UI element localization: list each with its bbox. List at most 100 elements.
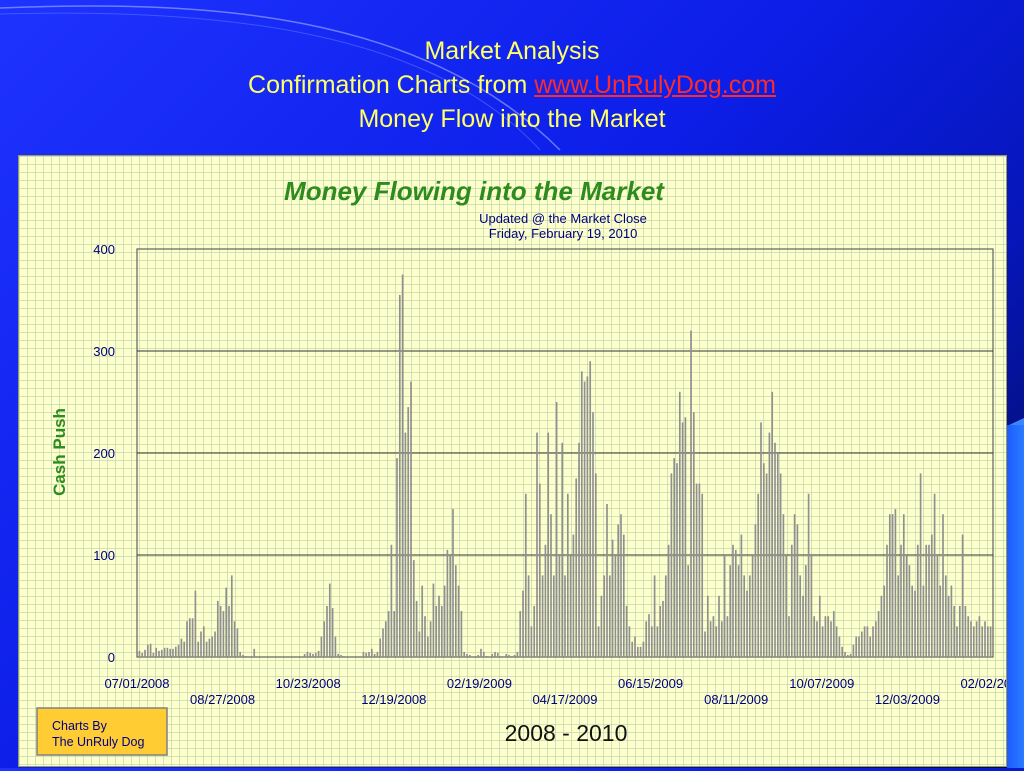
bar [709,621,712,657]
x-tick-label: 10/23/2008 [276,676,341,691]
bar [608,575,611,657]
bar [166,647,169,657]
bar [872,626,874,657]
bar [306,651,309,657]
bar [328,583,331,657]
bar [541,575,544,657]
bar [883,585,886,657]
bar [303,653,306,657]
y-tick-label: 0 [108,650,115,665]
x-tick-label: 12/03/2009 [875,692,940,707]
bar [928,544,930,657]
bar [897,575,900,657]
bar [320,636,323,657]
bar [774,442,776,657]
bar [953,606,956,657]
bar [572,534,575,657]
bar [751,555,754,657]
bar [239,651,242,657]
bar [919,473,922,657]
badge-line-1: Charts By [52,719,108,733]
slide-title: Market Analysis Confirmation Charts from… [0,34,1024,136]
bar [180,638,183,657]
bar [844,651,846,657]
bar [494,651,496,657]
bar [888,514,891,657]
bar [799,575,802,657]
bar [236,628,239,657]
bar [673,458,676,657]
bar [384,621,387,657]
bar [326,606,328,657]
bar [390,544,393,657]
bar [415,600,418,657]
bar [244,655,247,657]
bar [978,616,981,657]
bar [743,575,746,657]
bar [740,534,743,657]
bar [589,361,592,657]
bar [407,407,410,657]
bar [771,391,774,657]
bar [715,626,718,657]
source-link[interactable]: www.UnRulyDog.com [534,71,776,99]
title-line-3: Money Flow into the Market [358,105,666,133]
bar [732,544,734,657]
bar [393,611,396,657]
chart-title: Money Flowing into the Market [284,176,665,206]
bar [902,514,905,657]
y-tick-label: 200 [93,446,115,461]
bar [424,616,426,657]
bar [914,590,916,657]
bar [944,575,947,657]
bar [586,376,589,657]
bar [628,626,631,657]
bar [558,555,561,657]
bar [177,644,180,657]
bar [334,636,337,657]
bar [194,590,197,657]
bar [729,565,732,657]
bar [516,651,519,657]
bar [631,641,634,657]
bar [547,432,550,657]
bar [331,608,334,657]
bar [869,636,872,657]
bar [519,611,522,657]
y-axis-label: Cash Push [50,408,69,496]
bar [146,644,149,657]
bar [625,606,628,657]
bar [810,555,813,657]
bar [499,655,502,657]
bar [958,606,961,657]
bar [701,493,704,657]
bar [379,638,382,657]
bar [762,463,765,657]
bar [513,654,516,657]
bar [793,514,796,657]
bar [692,412,695,657]
chart-subtitle-line-2: Friday, February 19, 2010 [489,226,638,241]
bar [410,381,412,657]
bar [597,626,600,657]
bar [443,585,446,657]
bar [365,652,368,657]
bar [561,442,564,657]
bar [225,587,228,657]
bar [866,626,869,657]
bar [155,647,158,657]
bar [401,274,404,657]
bar [802,595,804,657]
bar [219,606,222,657]
bar [911,585,914,657]
bar [852,644,855,657]
x-tick-label: 04/17/2009 [532,692,597,707]
bar [342,655,345,657]
bar [188,618,191,657]
bar [429,621,432,657]
bar [788,616,790,657]
bar [818,595,821,657]
bar [578,442,580,657]
title-line-1: Market Analysis [424,37,600,65]
bar [174,646,177,657]
